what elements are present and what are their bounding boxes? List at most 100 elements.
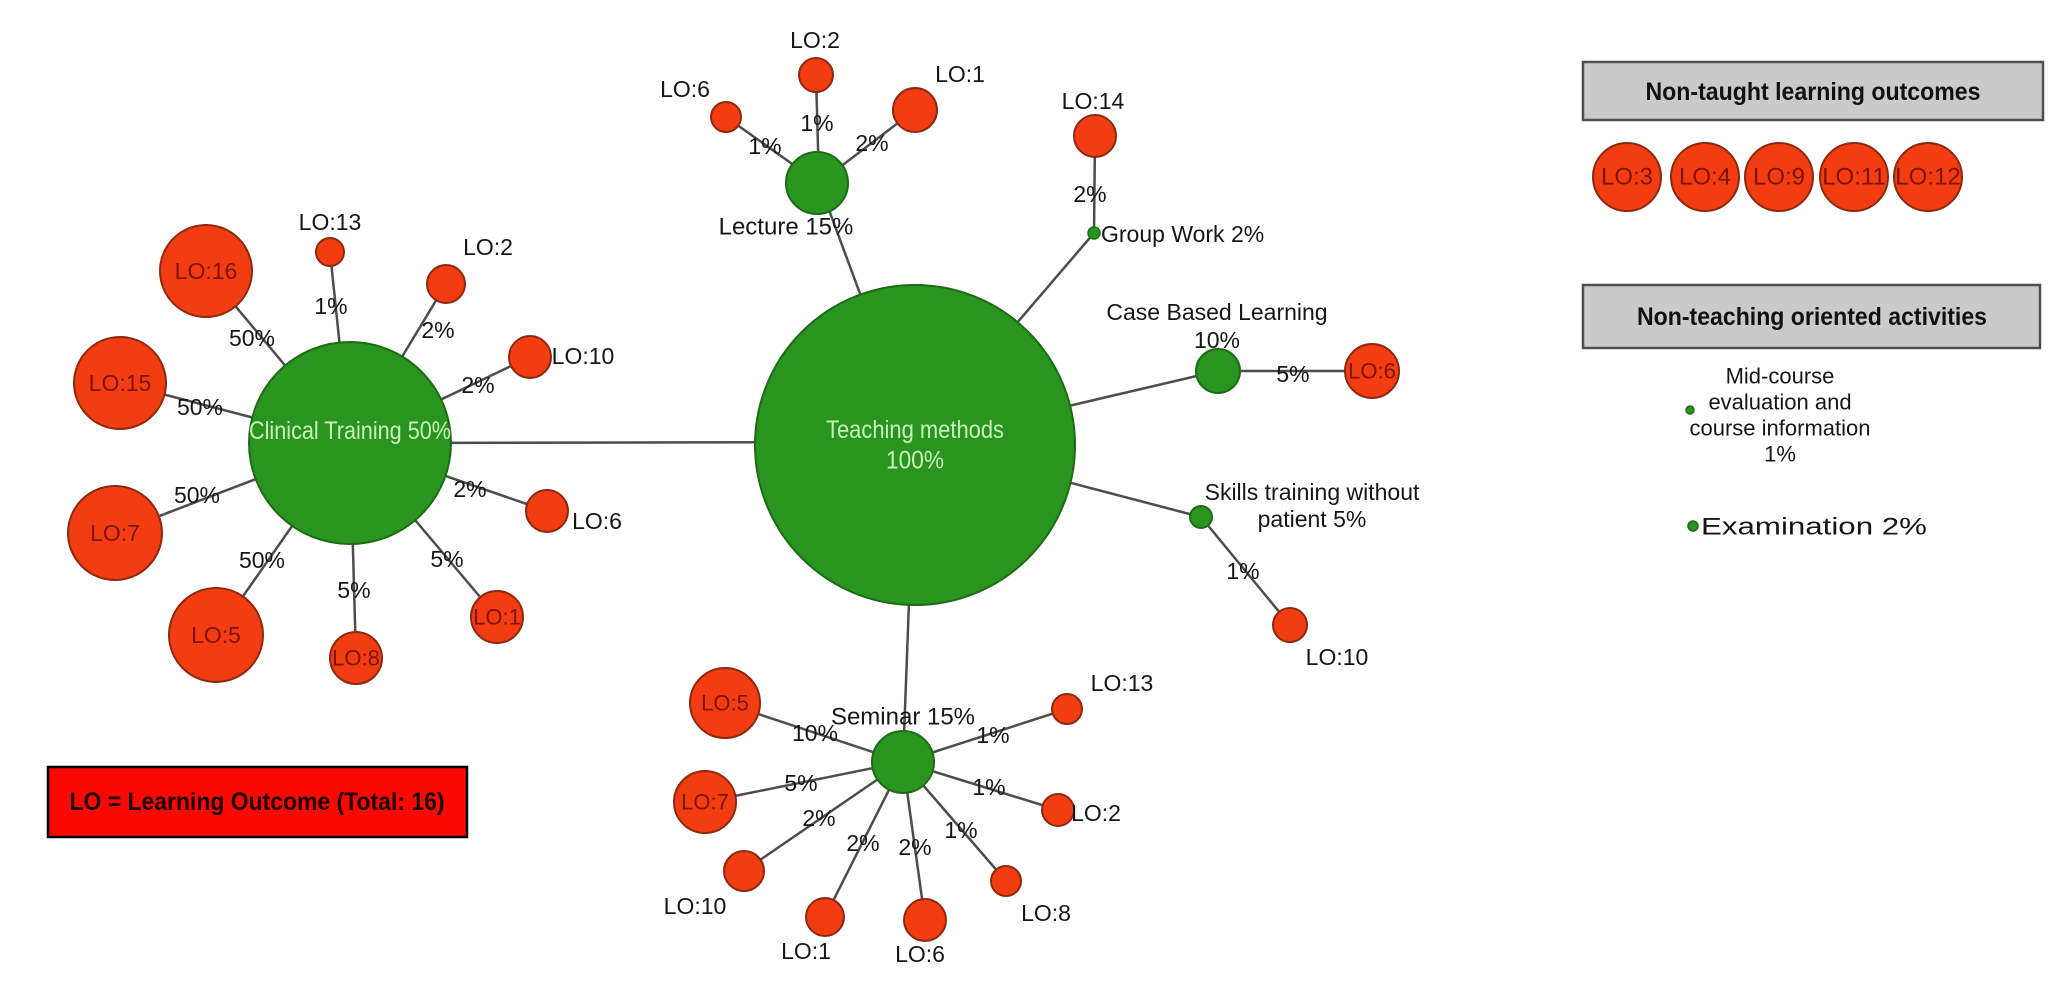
label-examination: Examination 2% [1701,514,1927,541]
label-skills-line2: patient 5% [1258,506,1367,532]
label-clinical-lo10: LO:10 [552,343,615,369]
node-examination-dot [1687,520,1699,532]
label-lo14: LO:14 [1062,88,1125,114]
node-case-based [1195,348,1241,394]
label-lecture-lo2: LO:2 [790,27,840,53]
legend-node-lo4 [1670,142,1740,212]
edge-seminar-lo10-weight: 2% [802,805,835,831]
legend-node-lo3 [1592,142,1662,212]
node-seminar-lo2 [1041,793,1075,827]
node-seminar-lo5-label: LO:5 [701,691,749,716]
label-clinical-lo13: LO:13 [299,209,362,235]
node-skills-training [1189,505,1213,529]
legend-node-lo3-label: LO:3 [1601,164,1653,191]
edge-seminar-lo2-weight: 1% [972,774,1005,800]
node-clinical-lo8 [329,631,383,685]
node-clinical-lo15-label: LO:15 [89,370,152,396]
node-clinical-lo10 [508,335,552,379]
edge-seminar-lo13-weight: 1% [976,722,1009,748]
node-clinical-lo2 [426,264,466,304]
node-clinical-lo16 [159,224,253,318]
node-lecture-lo6 [710,101,742,133]
node-skills-lo10 [1272,607,1308,643]
node-casebased-lo6-label: LO:6 [1348,359,1396,384]
label-casebased-line1: Case Based Learning [1106,299,1327,325]
node-seminar-lo6 [903,898,947,942]
node-seminar-lo8 [990,865,1022,897]
node-clinical-lo7 [67,485,163,581]
label-clinical-lo6: LO:6 [572,508,622,534]
label-skills-line1: Skills training without [1205,479,1420,505]
node-teaching-methods-label: Teaching methods 100% [826,416,1004,475]
edge-clinical-lo8-weight: 5% [337,577,370,603]
label-clinical-lo2: LO:2 [463,234,513,260]
edge-clinical-lo5-weight: 50% [239,547,285,573]
edge-clinical-lo1-weight: 5% [430,546,463,572]
node-seminar-lo1 [805,897,845,937]
label-midcourse-line2: evaluation and [1708,390,1851,415]
node-clinical-training-label: Clinical Training 50% [249,417,451,445]
edge-skills-lo10 [1200,516,1291,626]
edge-clinical-lo7-weight: 50% [174,482,220,508]
note-lo-total-title: LO = Learning Outcome (Total: 16) [70,788,445,816]
node-lecture-lo2 [798,57,834,93]
legend-node-lo11-label: LO:11 [1822,164,1886,191]
node-lecture-lo1 [892,87,938,133]
node-clinical-lo7-label: LO:7 [90,520,140,546]
legend-header-non-teaching-title: Non-teaching oriented activities [1637,303,1987,331]
edge-seminar-lo7-weight: 5% [784,770,817,796]
label-seminar-lo1: LO:1 [781,938,831,964]
node-clinical-lo5-label: LO:5 [191,622,241,648]
nodes-layer: Teaching methods 100% Clinical Training 50… [67,57,1963,942]
node-seminar-lo7-label: LO:7 [681,790,729,815]
node-seminar-lo5 [689,667,761,739]
node-clinical-lo6 [525,489,569,533]
edge-casebased-lo6-weight: 5% [1276,361,1309,387]
edge-seminar-lo6-weight: 2% [898,834,931,860]
label-seminar-lo6: LO:6 [895,941,945,967]
label-casebased-line2: 10% [1194,327,1240,353]
label-lecture-lo6: LO:6 [660,76,710,102]
edge-skills-lo10-weight: 1% [1226,558,1259,584]
node-casebased-lo6 [1344,343,1400,399]
node-clinical-lo1 [470,590,524,644]
legend-node-lo9-label: LO:9 [1753,164,1805,191]
note-lo-total-box [46,765,469,839]
label-lecture: Lecture 15% [719,214,854,241]
legend-header-non-taught-title: Non-taught learning outcomes [1646,78,1981,106]
legend-node-lo9 [1744,142,1814,212]
label-seminar: Seminar 15% [831,704,975,731]
legend-header-non-taught-box [1581,60,2045,122]
label-midcourse-line3: course information [1690,416,1871,441]
node-clinical-training [248,341,452,545]
node-clinical-lo8-label: LO:8 [332,646,380,671]
edge-seminar-lo1-weight: 2% [846,830,879,856]
node-clinical-lo1-label: LO:1 [473,605,521,630]
edge-seminar-lo8-weight: 1% [944,817,977,843]
edge-seminar-lo10 [743,760,904,873]
labels-layer: 50% 1% 2% 2% 50% 50% 2% 50% 5% 5% 1% 1% 2% 2% 5% 1% 10% 5… [174,27,1927,967]
legend-header-non-teaching-box [1581,283,2042,350]
edge-lecture-lo6-weight: 1% [748,133,781,159]
node-lecture [785,151,849,215]
legend-layer: Non-taught learning outcomes Non-teaching… [46,60,2045,839]
edge-clinical-lo15-weight: 50% [177,394,223,420]
label-seminar-lo8: LO:8 [1021,900,1071,926]
node-groupwork-lo14 [1073,114,1117,158]
node-seminar-lo7 [673,770,737,834]
label-skills-lo10: LO:10 [1306,644,1369,670]
legend-node-lo12-label: LO:12 [1895,164,1960,191]
edge-lecture-lo2-weight: 1% [800,110,833,136]
node-seminar-lo10 [723,850,765,892]
edge-clinical-lo10-weight: 2% [461,372,494,398]
edge-clinical-lo6-weight: 2% [453,476,486,502]
edge-clinical-lo2-weight: 2% [421,317,454,343]
label-seminar-lo2: LO:2 [1071,800,1121,826]
legend-node-lo11 [1819,142,1889,212]
node-seminar [871,730,935,794]
edge-seminar-lo7 [704,760,904,804]
legend-node-lo4-label: LO:4 [1679,164,1731,191]
label-seminar-lo13: LO:13 [1091,670,1154,696]
label-midcourse-line4: 1% [1764,442,1796,467]
